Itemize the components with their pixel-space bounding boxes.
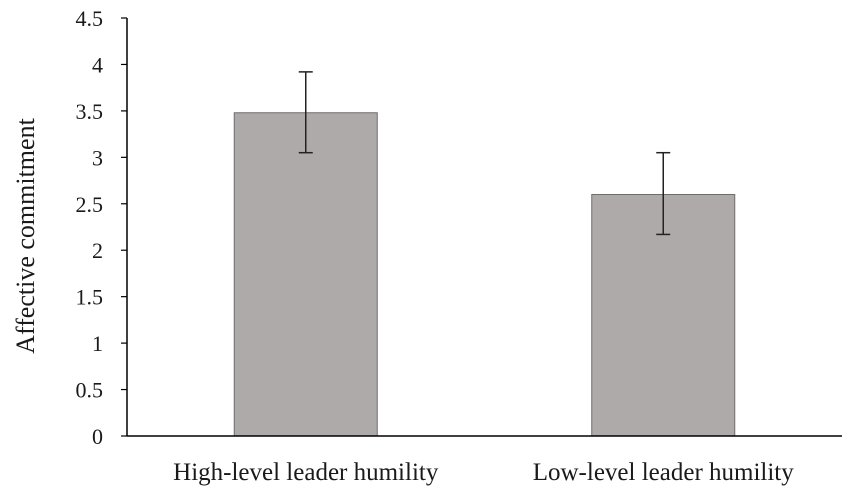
bars bbox=[233, 112, 736, 437]
y-tick-label: 0.5 bbox=[76, 378, 104, 403]
y-tick-label: 1 bbox=[92, 331, 103, 356]
y-tick-label: 0 bbox=[92, 424, 103, 449]
y-tick-label: 2 bbox=[92, 238, 103, 263]
y-tick-label: 4 bbox=[92, 52, 103, 77]
y-tick-label: 3.5 bbox=[76, 99, 104, 124]
y-tick-label: 2.5 bbox=[76, 192, 104, 217]
y-axis-label: Affective commitment bbox=[11, 117, 40, 353]
bar bbox=[233, 112, 378, 437]
x-tick-label: High-level leader humility bbox=[173, 459, 439, 486]
y-tick-label: 1.5 bbox=[76, 285, 104, 310]
y-tick-label: 4.5 bbox=[76, 6, 104, 31]
axes bbox=[121, 17, 842, 437]
y-axis-ticks: 0 0.5 1 1.5 2 2.5 3 3.5 4 4.5 bbox=[76, 6, 104, 449]
error-bars bbox=[298, 71, 671, 236]
y-tick-label: 3 bbox=[92, 145, 103, 170]
x-axis-tick-labels: High-level leader humility Low-level lead… bbox=[173, 459, 794, 486]
x-tick-label: Low-level leader humility bbox=[533, 459, 795, 486]
